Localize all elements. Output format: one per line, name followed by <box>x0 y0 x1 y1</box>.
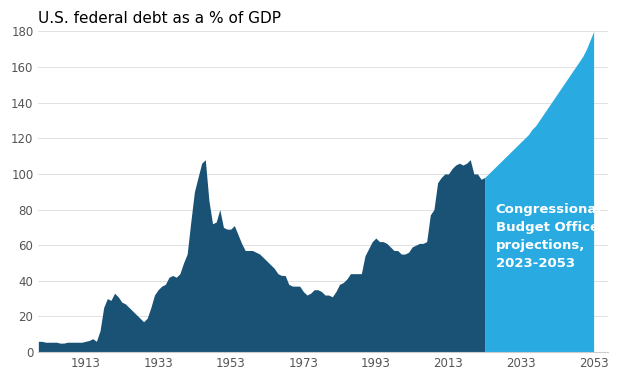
Text: U.S. federal debt as a % of GDP: U.S. federal debt as a % of GDP <box>38 11 281 26</box>
Text: Congressional
Budget Office
projections,
2023-2053: Congressional Budget Office projections,… <box>496 203 601 270</box>
